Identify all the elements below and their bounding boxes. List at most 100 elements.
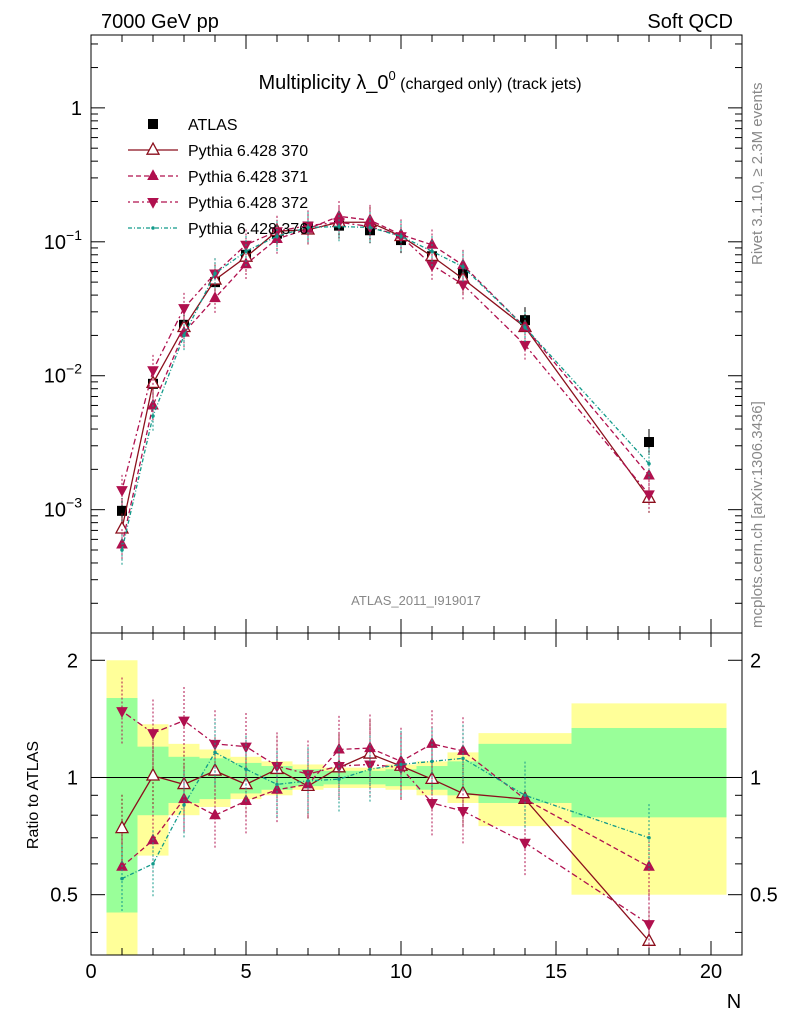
ratio-point xyxy=(430,759,434,764)
ratio-point xyxy=(120,876,124,881)
ratio-point xyxy=(519,838,531,850)
ratio-point xyxy=(302,770,314,781)
series-point xyxy=(147,366,159,377)
legend-marker xyxy=(145,141,161,155)
analysis-watermark: ATLAS_2011_I919017 xyxy=(351,593,481,608)
ratio-point xyxy=(368,767,372,771)
ratio-y-tick-label: 1 xyxy=(67,767,78,789)
ratio-point xyxy=(209,808,221,820)
ratio-y-tick-label-right: 2 xyxy=(750,650,761,672)
ratio-panel xyxy=(91,660,742,955)
ratio-point xyxy=(457,807,469,818)
series-point xyxy=(275,234,279,239)
ratio-frame xyxy=(90,632,743,956)
upper-panel xyxy=(114,201,657,566)
series-point xyxy=(399,234,403,239)
rivet-label: Rivet 3.1.10, ≥ 2.3M events xyxy=(749,83,766,266)
series-point xyxy=(647,462,651,466)
ratio-point xyxy=(178,716,190,728)
series-point xyxy=(120,548,124,552)
title-main: Multiplicity λ_0 xyxy=(258,72,388,94)
x-tick-label: 10 xyxy=(390,961,412,983)
y-tick-label: 10−1 xyxy=(44,227,82,254)
ratio-point xyxy=(145,767,161,781)
legend-marker xyxy=(151,226,155,230)
ratio-y-tick-label-right: 0.5 xyxy=(750,885,778,907)
legend-marker xyxy=(148,119,158,129)
plot-title: Multiplicity λ_00 (charged only) (track … xyxy=(258,68,581,94)
mcplots-label: mcplots.cern.ch [arXiv:1306.3436] xyxy=(749,401,766,628)
series-point xyxy=(523,325,527,330)
series-point xyxy=(426,261,438,272)
series-point xyxy=(643,490,655,502)
axis-ticks: 0 5 10 15 20 1 10−1 10−2 10−3 0.5 0.5 1 1 2 2 xyxy=(44,35,778,983)
atlas-point xyxy=(644,437,654,448)
ratio-point xyxy=(337,777,341,781)
ratio-series-line xyxy=(121,743,650,868)
ratio-point xyxy=(116,707,128,718)
x-tick-label: 5 xyxy=(240,961,251,983)
ratio-point xyxy=(643,920,655,931)
series-point xyxy=(306,225,310,230)
series-point xyxy=(368,225,372,230)
ratio-ylabel: Ratio to ATLAS xyxy=(25,741,42,849)
ratio-y-tick-label-right: 1 xyxy=(750,767,761,789)
ratio-point xyxy=(178,792,190,804)
series-line xyxy=(121,221,650,529)
ratio-series-line xyxy=(121,710,650,925)
ratio-point xyxy=(151,862,155,866)
legend-label: Pythia 6.428 376 xyxy=(188,221,308,238)
ratio-y-tick-label: 2 xyxy=(67,650,78,672)
title-sup: 0 xyxy=(388,68,395,83)
legend: ATLAS Pythia 6.428 370 Pythia 6.428 371 Pyt… xyxy=(128,117,308,238)
series-point xyxy=(240,257,252,269)
series-point xyxy=(457,280,469,292)
series-point xyxy=(430,249,434,254)
ratio-point xyxy=(275,782,279,787)
ratio-point xyxy=(523,793,527,798)
ratio-point xyxy=(399,762,403,767)
ratio-point xyxy=(213,750,217,755)
atlas-point xyxy=(117,505,127,516)
series-point xyxy=(244,249,248,254)
x-tick-label: 15 xyxy=(545,961,567,983)
series-point xyxy=(213,271,217,276)
legend-label: Pythia 6.428 372 xyxy=(188,195,308,212)
ratio-point xyxy=(426,798,438,810)
series-point xyxy=(182,333,186,338)
ratio-series-line xyxy=(121,751,650,880)
series-point xyxy=(519,340,531,352)
ratio-band-inner xyxy=(571,727,727,818)
series-line xyxy=(121,221,650,495)
legend-label: Pythia 6.428 371 xyxy=(188,169,308,186)
series-point xyxy=(461,265,465,269)
series-point xyxy=(151,414,155,418)
y-tick-label: 10−3 xyxy=(44,495,82,522)
header-left: 7000 GeV pp xyxy=(101,11,219,33)
series-line xyxy=(121,225,650,551)
series-point xyxy=(337,224,341,229)
y-tick-label: 1 xyxy=(71,98,82,120)
ratio-point xyxy=(182,803,186,807)
legend-marker xyxy=(147,169,159,180)
legend-marker xyxy=(147,198,159,209)
series-point xyxy=(209,291,221,303)
ratio-point xyxy=(647,836,651,840)
series-point xyxy=(114,520,130,534)
y-tick-label: 10−2 xyxy=(44,361,82,388)
ratio-point xyxy=(461,756,465,761)
ratio-point xyxy=(114,820,130,834)
ratio-point xyxy=(306,779,310,783)
legend-label: Pythia 6.428 370 xyxy=(188,143,308,160)
header-right: Soft QCD xyxy=(647,11,733,33)
ratio-point xyxy=(244,767,248,771)
series-line xyxy=(121,215,650,545)
ratio-series-line xyxy=(121,753,650,942)
legend-label: ATLAS xyxy=(188,117,238,134)
ratio-y-tick-label: 0.5 xyxy=(50,885,78,907)
series-point xyxy=(116,486,128,497)
series-point xyxy=(271,227,283,238)
ratio-point xyxy=(147,729,159,740)
series-point xyxy=(178,304,190,315)
